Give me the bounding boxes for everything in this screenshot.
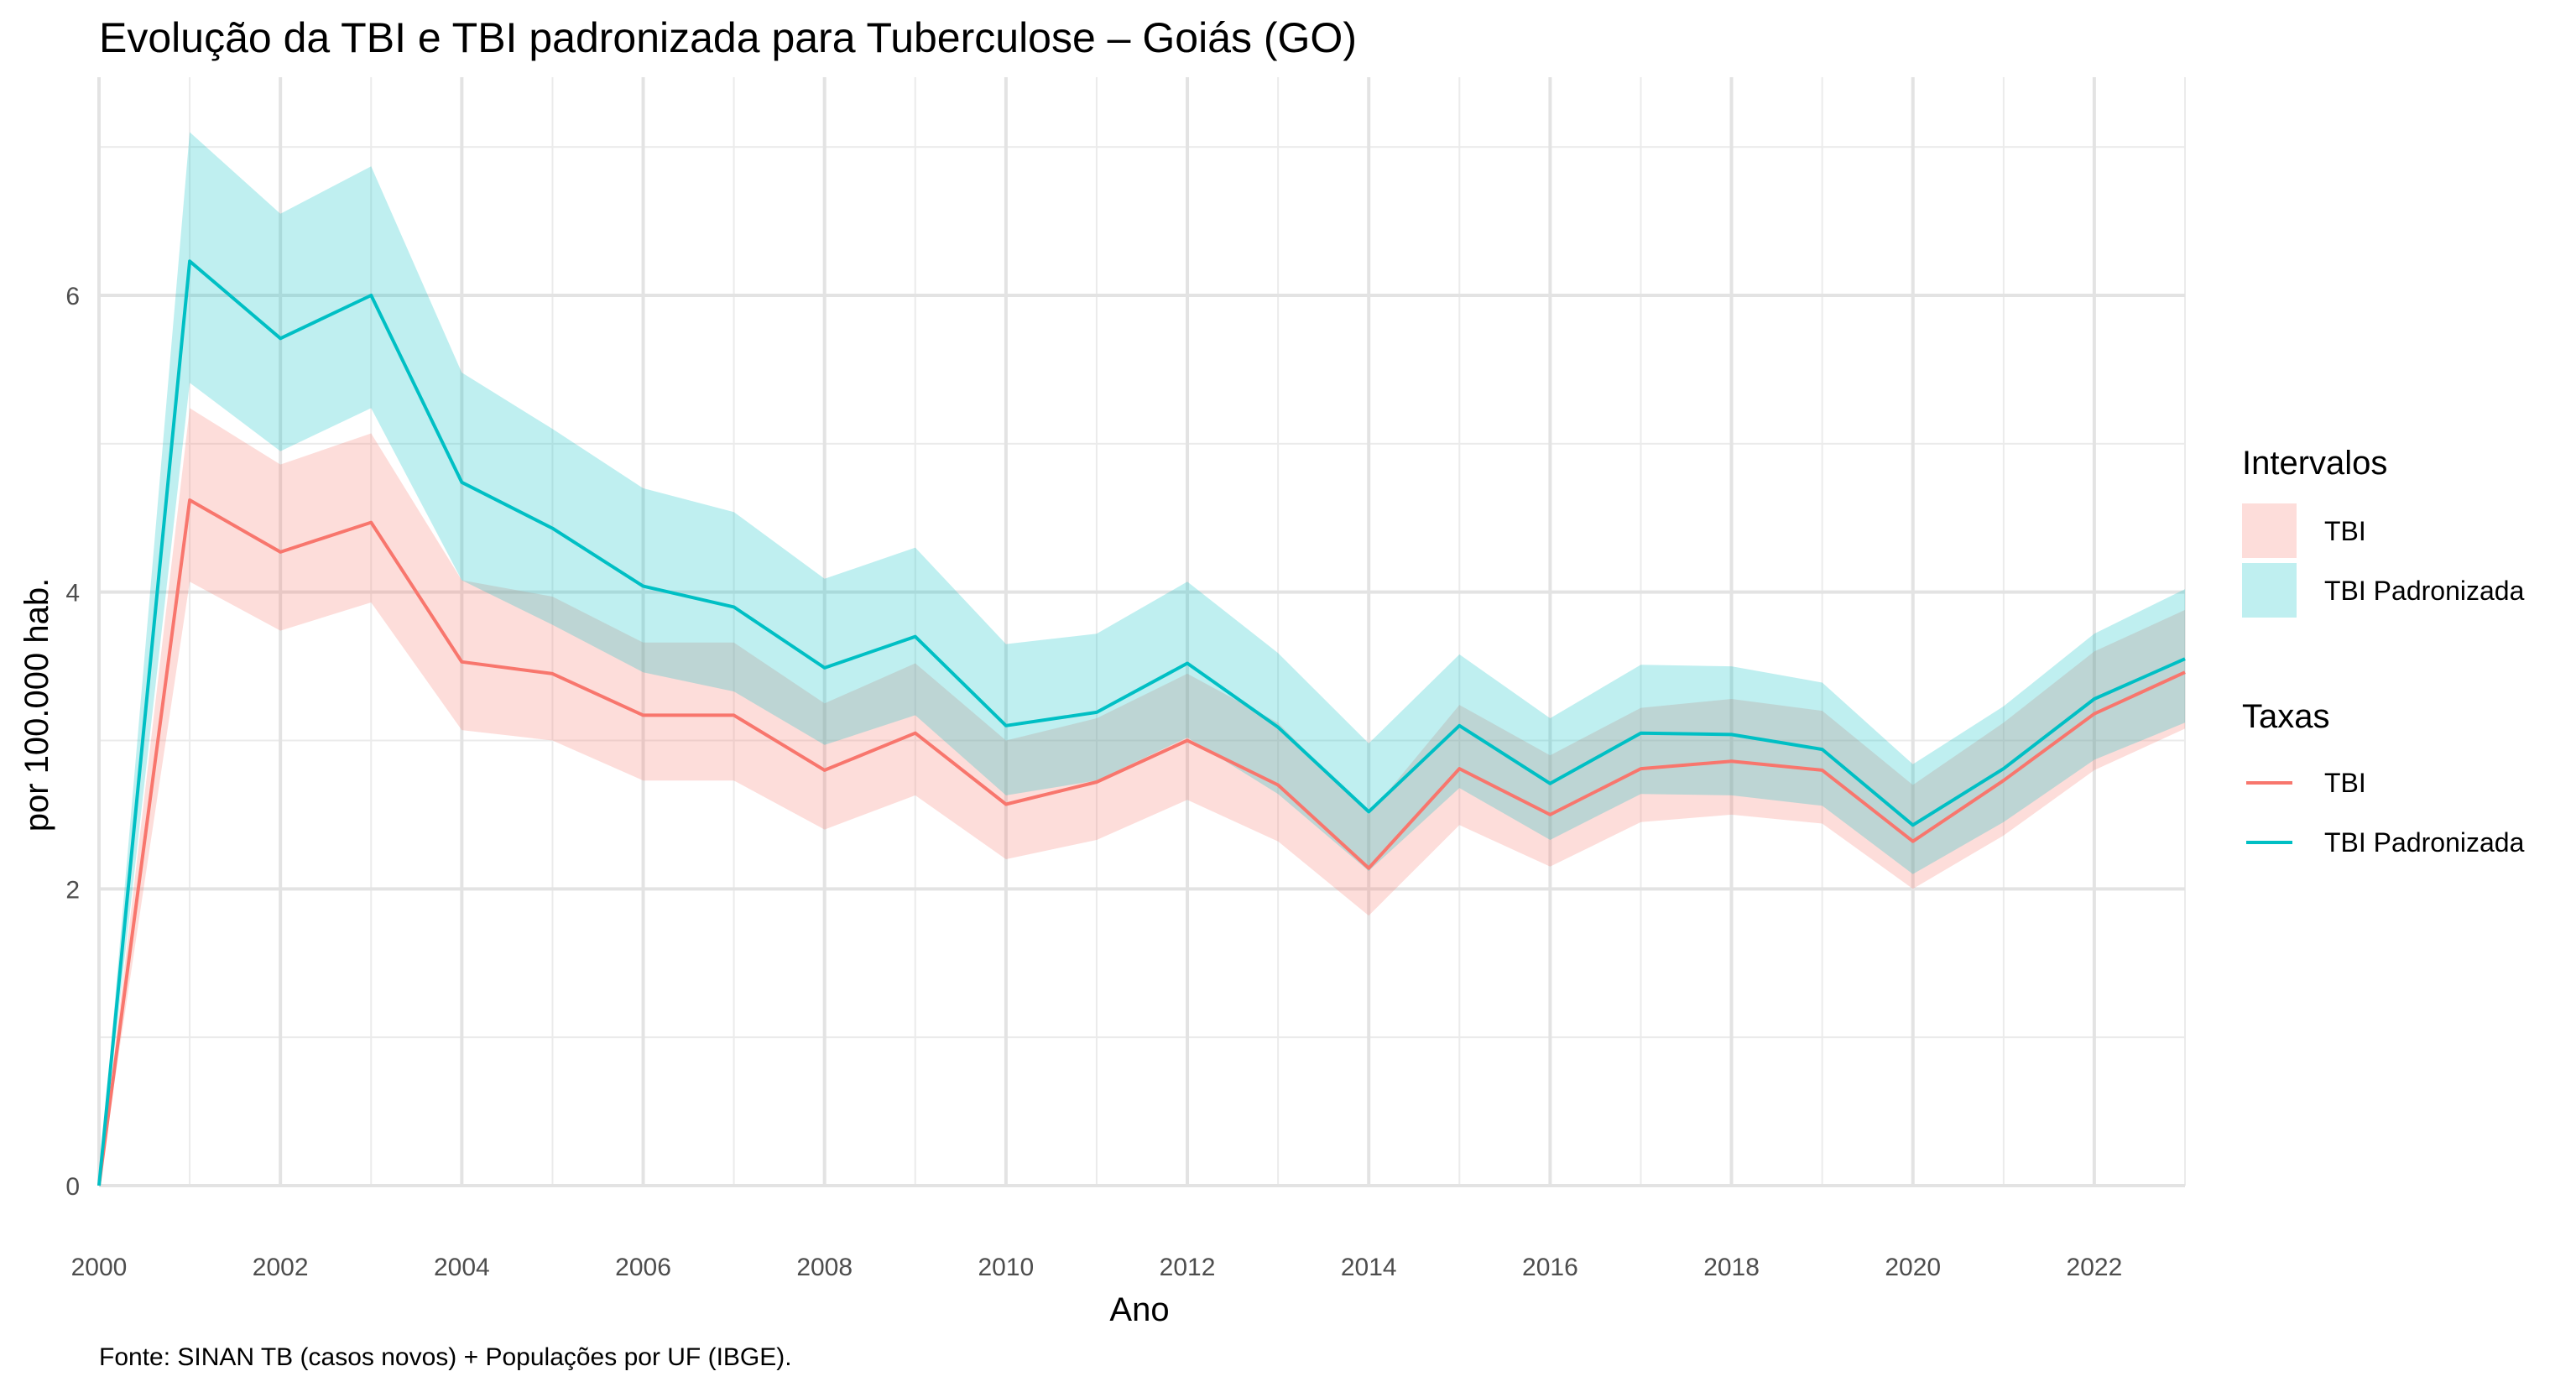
y-tick-label: 0 [65, 1173, 80, 1201]
x-tick-label: 2010 [978, 1254, 1034, 1281]
legend-label-ribbon-tbi: TBI [2324, 516, 2366, 546]
x-tick-label: 2016 [1522, 1254, 1578, 1281]
line-tbi [97, 498, 2186, 1186]
y-tick-label: 6 [65, 283, 80, 310]
legend-title-intervalos: Intervalos [2242, 445, 2387, 482]
ribbon-tbi-padronizada [99, 132, 2185, 1186]
x-tick-label: 2014 [1341, 1254, 1397, 1281]
x-tick-label: 2006 [615, 1254, 671, 1281]
x-tick-label: 2020 [1885, 1254, 1941, 1281]
x-tick-label: 2000 [71, 1254, 128, 1281]
x-tick-label: 2002 [253, 1254, 309, 1281]
grid-minor [99, 77, 2186, 1186]
x-tick-label: 2012 [1160, 1254, 1216, 1281]
x-tick-label: 2022 [2067, 1254, 2123, 1281]
x-tick-label: 2018 [1703, 1254, 1760, 1281]
legend-key-ribbon-tbi [2242, 503, 2297, 558]
x-axis-title: Ano [1109, 1291, 1169, 1328]
x-tick-label: 2008 [796, 1254, 853, 1281]
y-tick-labels: 0 2 4 6 [65, 283, 80, 1201]
y-tick-label: 2 [65, 876, 80, 904]
x-tick-label: 2004 [434, 1254, 490, 1281]
chart-caption: Fonte: SINAN TB (casos novos) + Populaçõ… [99, 1343, 792, 1371]
y-axis-title: por 100.000 hab. [18, 578, 55, 832]
legend-title-taxas: Taxas [2242, 698, 2330, 735]
line-tbi-padronizada [97, 259, 2186, 1186]
legend-label-ribbon-tbi-padronizada: TBI Padronizada [2324, 576, 2525, 606]
ribbons [99, 132, 2185, 1186]
legend-label-line-tbi-padronizada: TBI Padronizada [2324, 827, 2525, 858]
lines [97, 259, 2186, 1186]
legend-label-line-tbi: TBI [2324, 768, 2366, 798]
ribbon-tbi [99, 408, 2185, 1186]
chart-title: Evolução da TBI e TBI padronizada para T… [99, 14, 1357, 61]
x-tick-labels: 2000 2002 2004 2006 2008 2010 2012 2014 2016 2018… [71, 1254, 2123, 1281]
legend: Intervalos TBI TBI Padronizada Taxas TBI… [2242, 445, 2525, 858]
grid-major [97, 77, 2185, 1187]
y-tick-label: 4 [65, 580, 80, 607]
legend-key-ribbon-tbi-padronizada [2242, 563, 2297, 618]
